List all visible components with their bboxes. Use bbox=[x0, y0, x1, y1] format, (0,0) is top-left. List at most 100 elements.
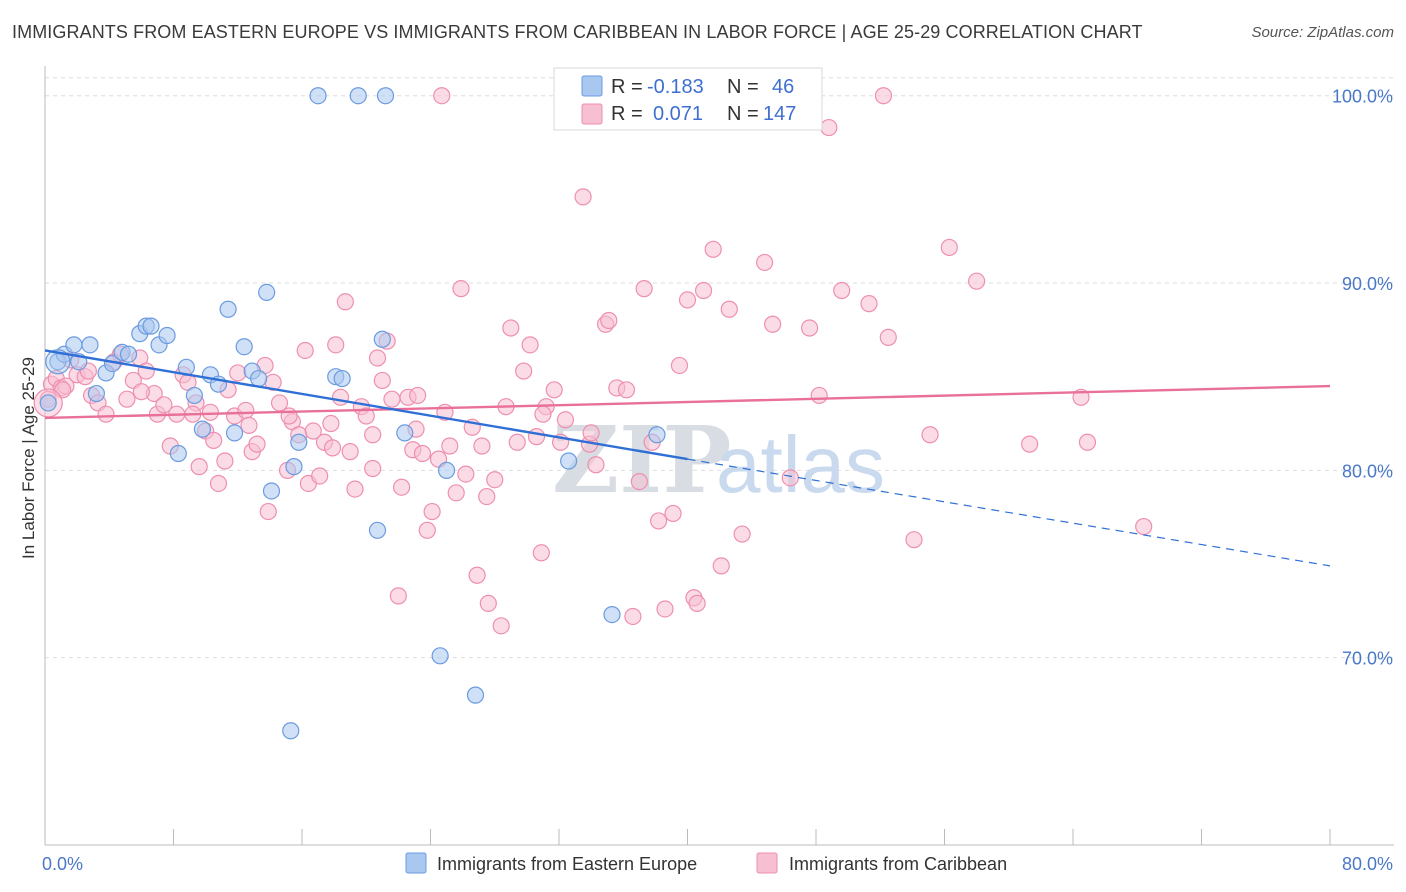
caribbean-point bbox=[508, 433, 526, 451]
caribbean-point bbox=[311, 467, 329, 485]
caribbean-point bbox=[322, 414, 340, 433]
caribbean-point bbox=[1021, 435, 1039, 453]
eastern-europe-point bbox=[39, 394, 57, 412]
eastern-europe-trend-line bbox=[44, 349, 688, 461]
caribbean-point bbox=[229, 364, 247, 382]
caribbean-point bbox=[478, 487, 496, 506]
eastern-europe-point bbox=[81, 336, 99, 354]
caribbean-point bbox=[205, 431, 223, 449]
correlation-legend: R = -0.183 N = 46 R = 0.071 N = 147 bbox=[553, 67, 823, 131]
caribbean-point bbox=[373, 371, 391, 390]
legend-swatch-eastern-europe bbox=[581, 75, 603, 97]
eastern-europe-point bbox=[250, 369, 268, 388]
eastern-europe-point bbox=[309, 87, 327, 105]
caribbean-point bbox=[237, 401, 255, 420]
eastern-europe-point bbox=[258, 283, 276, 302]
caribbean-point bbox=[688, 594, 706, 612]
caribbean-point bbox=[413, 444, 432, 463]
eastern-europe-point bbox=[373, 330, 391, 348]
x-tick-label: 80.0% bbox=[1342, 854, 1393, 874]
y-tick-labels: 70.0% 80.0% 90.0% 100.0% bbox=[1332, 87, 1393, 669]
axes bbox=[44, 66, 1394, 846]
caribbean-point bbox=[764, 315, 782, 333]
caribbean-point bbox=[452, 280, 470, 298]
caribbean-point bbox=[201, 403, 220, 421]
caribbean-point bbox=[874, 87, 893, 105]
eastern-europe-point bbox=[431, 647, 449, 665]
caribbean-point bbox=[336, 293, 354, 311]
eastern-europe-point bbox=[437, 461, 456, 479]
caribbean-point bbox=[433, 87, 451, 105]
caribbean-point bbox=[457, 465, 475, 483]
caribbean-point bbox=[368, 349, 387, 367]
caribbean-point bbox=[331, 388, 350, 406]
eastern-europe-point bbox=[396, 424, 414, 442]
caribbean-point bbox=[118, 390, 136, 408]
caribbean-point bbox=[527, 428, 546, 446]
caribbean-point bbox=[209, 474, 228, 493]
eastern-europe-point bbox=[235, 338, 253, 356]
caribbean-point bbox=[820, 118, 838, 137]
caribbean-point bbox=[968, 272, 986, 290]
caribbean-point bbox=[327, 336, 345, 354]
caribbean-point bbox=[860, 295, 878, 313]
eastern-europe-point-large bbox=[45, 349, 71, 375]
caribbean-point bbox=[712, 557, 730, 575]
eastern-europe-point bbox=[193, 420, 212, 438]
eastern-europe-point bbox=[282, 722, 300, 740]
caribbean-point bbox=[656, 600, 674, 618]
y-axis-label: In Labor Force | Age 25-29 bbox=[19, 357, 38, 559]
caribbean-point bbox=[582, 424, 600, 442]
caribbean-point bbox=[617, 381, 636, 399]
caribbean-point bbox=[389, 587, 407, 605]
caribbean-point bbox=[521, 336, 539, 354]
caribbean-point bbox=[670, 356, 689, 375]
caribbean-point bbox=[800, 319, 819, 337]
legend-r-value-2: 0.071 bbox=[653, 103, 703, 125]
caribbean-point bbox=[392, 478, 411, 496]
bottom-legend-label-eastern-europe: Immigrants from Eastern Europe bbox=[437, 854, 697, 874]
caribbean-point bbox=[733, 525, 751, 543]
caribbean-point bbox=[441, 437, 459, 455]
caribbean-point bbox=[664, 504, 682, 523]
caribbean-point bbox=[694, 281, 713, 300]
eastern-europe-points bbox=[39, 87, 666, 740]
caribbean-point bbox=[921, 426, 939, 444]
caribbean-point bbox=[486, 471, 504, 489]
caribbean-point bbox=[280, 407, 298, 425]
caribbean-point bbox=[940, 238, 958, 257]
caribbean-point bbox=[556, 411, 575, 429]
caribbean-point bbox=[1078, 433, 1097, 451]
caribbean-point bbox=[479, 594, 497, 612]
eastern-europe-point bbox=[169, 444, 187, 463]
eastern-europe-point bbox=[466, 686, 485, 704]
legend-r-value-1: -0.183 bbox=[647, 76, 704, 98]
caribbean-point bbox=[810, 386, 828, 405]
caribbean-point bbox=[502, 319, 520, 337]
caribbean-point bbox=[879, 328, 897, 346]
legend-r-label-1: R = bbox=[611, 76, 643, 98]
caribbean-points bbox=[33, 87, 1153, 635]
caribbean-point bbox=[649, 512, 668, 530]
legend-swatch-caribbean bbox=[581, 103, 603, 125]
caribbean-point bbox=[259, 502, 277, 521]
caribbean-point bbox=[587, 456, 605, 474]
eastern-europe-point bbox=[560, 452, 578, 470]
legend-n-label-1: N = bbox=[727, 76, 759, 98]
caribbean-point bbox=[248, 435, 266, 453]
caribbean-point bbox=[323, 439, 342, 457]
eastern-europe-point bbox=[333, 369, 351, 388]
bottom-legend-swatch-caribbean bbox=[756, 852, 778, 874]
watermark-zip: ZIP bbox=[552, 406, 731, 514]
caribbean-point bbox=[468, 566, 486, 584]
eastern-europe-point bbox=[603, 605, 621, 624]
eastern-europe-point bbox=[119, 345, 138, 363]
caribbean-point bbox=[600, 311, 618, 330]
caribbean-point bbox=[341, 443, 359, 461]
trend-lines bbox=[44, 349, 1331, 567]
caribbean-point bbox=[630, 472, 648, 491]
bottom-legend-swatch-eastern-europe bbox=[405, 852, 427, 874]
caribbean-point bbox=[409, 386, 427, 405]
eastern-europe-point bbox=[185, 386, 203, 405]
eastern-europe-point bbox=[285, 458, 303, 476]
